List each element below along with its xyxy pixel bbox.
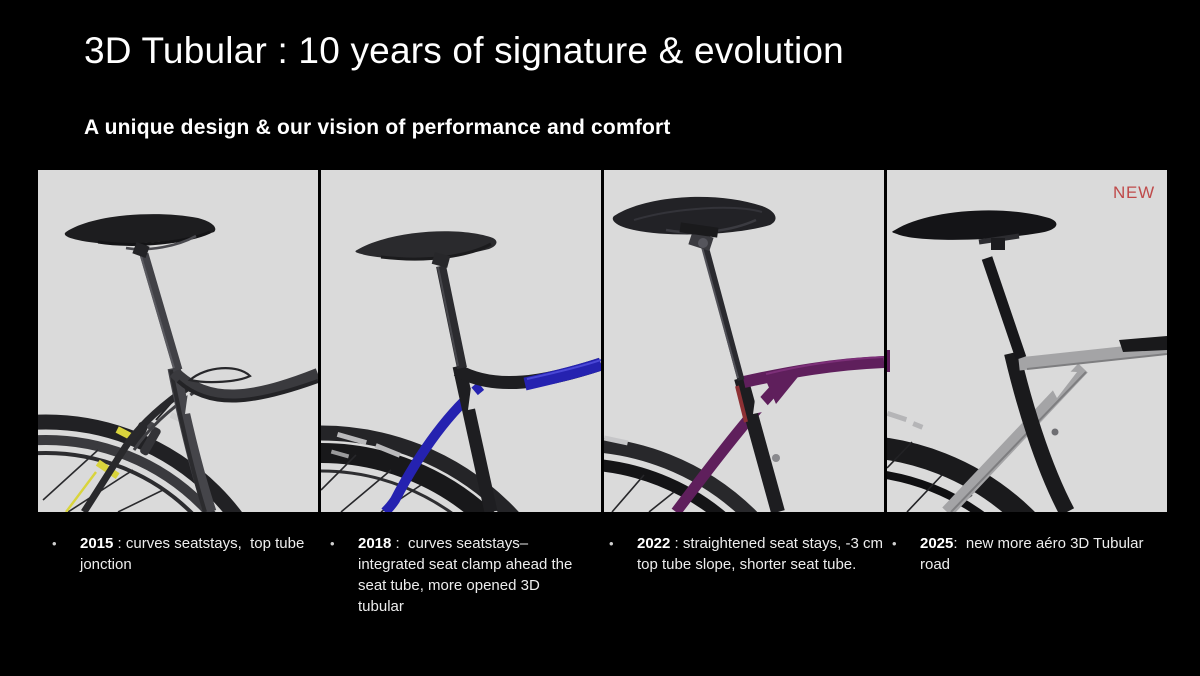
- panel-2022: [604, 170, 884, 512]
- tire-decal: [887, 411, 908, 422]
- caption-2015: • 2015 : curves seatstays, top tube jonc…: [52, 533, 315, 575]
- bike-photo-2015: [38, 170, 318, 512]
- red-accent: [735, 385, 748, 423]
- slide-subtitle: A unique design & our vision of performa…: [84, 116, 671, 139]
- panel-2018: [321, 170, 601, 512]
- caption-2025: • 2025: new more aéro 3D Tubular road: [892, 533, 1155, 575]
- seat-tube: [452, 364, 498, 512]
- rim-decal: [336, 431, 367, 446]
- saddle: [355, 231, 497, 268]
- saddle: [892, 210, 1057, 250]
- seat-tube: [167, 366, 217, 512]
- caption-text: 2022 : straightened seat stays, -3 cm to…: [637, 533, 887, 575]
- saddle: [64, 214, 216, 259]
- bullet-icon: •: [609, 536, 614, 551]
- caption-text: 2025: new more aéro 3D Tubular road: [920, 533, 1155, 575]
- frame: [381, 357, 601, 512]
- bike-photo-2022: [604, 170, 884, 512]
- bike-photo-2025: [887, 170, 1167, 512]
- seat-tube: [1004, 351, 1075, 512]
- bottle-bolt: [772, 454, 780, 462]
- bike-photo-2018: [321, 170, 601, 512]
- signature-triangle-gap: [753, 392, 772, 414]
- seat-post: [981, 256, 1027, 360]
- yellow-spoke: [65, 471, 97, 512]
- seat-clamp: [132, 241, 150, 259]
- frame: [942, 336, 1167, 512]
- new-badge: NEW: [1112, 183, 1155, 202]
- seat-tube: [734, 376, 785, 512]
- saddle: [612, 196, 776, 238]
- year-label: 2018: [358, 535, 392, 552]
- caption-body: : curves seatstays, top tube jonction: [80, 535, 309, 573]
- panel-2025: NEW: [887, 170, 1167, 512]
- seat-post: [436, 264, 467, 370]
- caption-text: 2018 : curves seatstays–integrated seat …: [358, 533, 580, 617]
- top-tube: [742, 356, 884, 388]
- seat-clamp: [431, 252, 451, 268]
- tire-decal: [604, 435, 629, 446]
- bullet-icon: •: [52, 536, 57, 551]
- caption-body: : straightened seat stays, -3 cm top tub…: [637, 535, 888, 573]
- seat-stays: [671, 384, 781, 512]
- bullet-icon: •: [892, 536, 897, 551]
- neighbor-photo-sliver: [887, 350, 890, 372]
- year-label: 2025: [920, 535, 954, 552]
- frame: [81, 366, 318, 512]
- bottle-bolt: [1051, 428, 1059, 436]
- caption-text: 2015 : curves seatstays, top tube joncti…: [80, 533, 315, 575]
- rear-wheel: [887, 411, 1035, 512]
- seat-stays: [81, 383, 192, 512]
- panel-2015: [38, 170, 318, 512]
- frame: [671, 356, 884, 512]
- top-tube-dark-section: [1119, 336, 1167, 352]
- seat-stays: [381, 382, 485, 512]
- bullet-icon: •: [330, 536, 335, 551]
- caption-2022: • 2022 : straightened seat stays, -3 cm …: [609, 533, 887, 575]
- signature-triangle-gap: [185, 392, 203, 414]
- caption-2018: • 2018 : curves seatstays–integrated sea…: [330, 533, 580, 617]
- rear-wheel: [604, 435, 758, 512]
- seat-clamp: [991, 238, 1005, 250]
- signature-triangle-gap: [1042, 370, 1077, 398]
- top-tube: [169, 367, 318, 402]
- year-label: 2015: [80, 535, 114, 552]
- caption-body: : curves seatstays–integrated seat clamp…: [358, 535, 577, 615]
- caption-body: : new more aéro 3D Tubular road: [920, 535, 1148, 573]
- signature-triangle-gap: [468, 387, 487, 410]
- year-label: 2022: [637, 535, 671, 552]
- slide-title: 3D Tubular : 10 years of signature & evo…: [84, 30, 844, 71]
- top-tube-blue: [523, 357, 601, 391]
- seat-post: [139, 252, 183, 372]
- cable-loop: [187, 367, 252, 384]
